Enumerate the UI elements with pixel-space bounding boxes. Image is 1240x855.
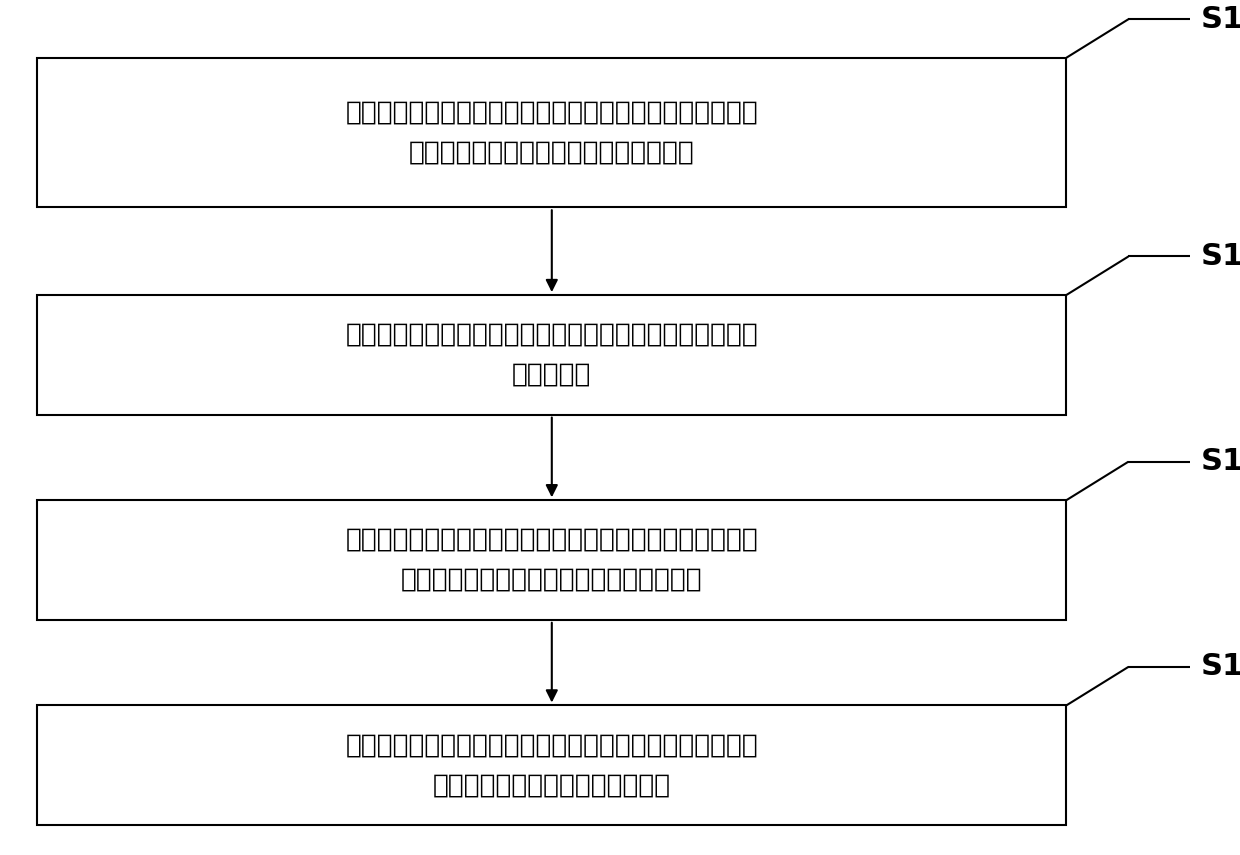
Bar	[37, 58, 1066, 208]
Bar	[37, 500, 1066, 620]
Text: S103: S103	[1200, 447, 1240, 476]
Bar	[37, 705, 1066, 825]
Text: S101: S101	[1200, 5, 1240, 33]
Text: 根据远方电源点的排放清单、虚拟电源点的排放清单以及大
气雾霾影响计算模型生成评价结果: 根据远方电源点的排放清单、虚拟电源点的排放清单以及大 气雾霾影响计算模型生成评价…	[346, 732, 758, 799]
Text: S102: S102	[1200, 242, 1240, 271]
Text: S104: S104	[1200, 652, 1240, 681]
Text: 根据远方电源点的机组容量将特高压跨区输入的电量分配到
远方电源点: 根据远方电源点的机组容量将特高压跨区输入的电量分配到 远方电源点	[346, 321, 758, 388]
Text: 根据虚拟电源点和远方电源点的基本信息分别确定远方电源
点的排放清单和所述虚拟电源点的排放清单: 根据虚拟电源点和远方电源点的基本信息分别确定远方电源 点的排放清单和所述虚拟电源…	[346, 527, 758, 593]
Bar	[37, 295, 1066, 415]
Text: 根据受端区域各电源点机组容量将特高压跨区输入的电量分
配到受端区域内各电源点作为虚拟电源点: 根据受端区域各电源点机组容量将特高压跨区输入的电量分 配到受端区域内各电源点作为…	[346, 99, 758, 166]
